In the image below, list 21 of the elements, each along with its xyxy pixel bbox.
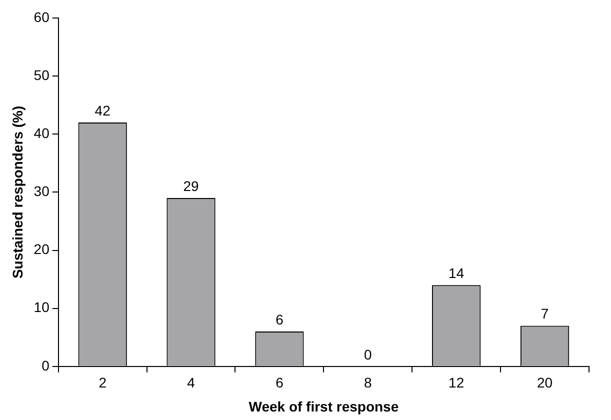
x-tick-label: 12: [448, 374, 464, 391]
data-label: 7: [540, 306, 549, 322]
data-label: 29: [183, 178, 200, 194]
x-tick-label: 20: [536, 374, 553, 391]
x-tick-label: 6: [276, 374, 284, 391]
y-tick-label: 60: [34, 8, 50, 25]
data-label: 42: [94, 102, 111, 118]
y-tick-label: 20: [34, 241, 50, 258]
y-axis-title: Sustained responders (%): [9, 106, 26, 279]
y-tick-label: 30: [34, 183, 50, 200]
y-tick-label: 40: [34, 124, 50, 141]
x-tick-label: 4: [187, 374, 196, 391]
y-tick-label: 0: [42, 357, 50, 374]
x-axis-title: Week of first response: [248, 398, 399, 414]
y-tick-label: 50: [34, 66, 50, 83]
x-tick-label: 2: [98, 374, 107, 391]
y-tick-label: 10: [34, 299, 50, 316]
data-label: 6: [276, 311, 284, 328]
x-tick-label: 8: [364, 374, 372, 391]
data-label: 14: [448, 264, 464, 281]
data-label: 0: [364, 346, 372, 362]
